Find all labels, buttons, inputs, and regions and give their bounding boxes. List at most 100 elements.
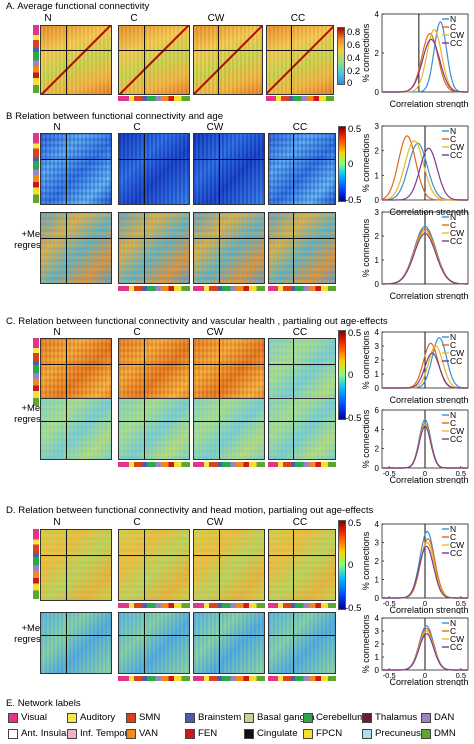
- y-tick-label: 2: [375, 147, 380, 156]
- legend-swatch: [303, 713, 313, 723]
- mean-regression-label: +Mean regression: [6, 622, 66, 644]
- colorbar-a-tick: 0.2: [347, 66, 361, 77]
- col-label-cw: CW: [206, 122, 224, 133]
- mean-regression-label: +Mean regression: [6, 402, 66, 424]
- x-tick-label: -0.5: [383, 469, 396, 478]
- y-tick-label: 4: [375, 614, 380, 623]
- legend-label: FEN: [198, 728, 218, 739]
- col-label-n: N: [53, 517, 61, 528]
- legend-swatch: [126, 713, 136, 723]
- legend-label-cw: CW: [450, 634, 464, 644]
- colorbar-a-tick: 0: [347, 78, 353, 89]
- legend-label-n: N: [450, 14, 456, 24]
- matrix-a-cw: [193, 25, 263, 95]
- legend-swatch: [8, 713, 18, 723]
- matrix-d2-c: [118, 612, 190, 674]
- y-tick-label: 4: [375, 425, 380, 434]
- y-axis-label: % connections: [362, 218, 371, 277]
- legend-label-c: C: [450, 134, 456, 144]
- legend-swatch: [421, 713, 431, 723]
- x-axis-label: Correlation strength: [389, 291, 468, 300]
- network-colorbar-horizontal: [118, 603, 190, 608]
- legend-label: Auditory: [80, 712, 116, 723]
- y-tick-label: 2: [375, 640, 380, 649]
- y-tick-label: 3: [375, 208, 380, 217]
- colorbar-b-tick: 0.5: [348, 124, 362, 135]
- matrix-b-n: [40, 133, 112, 205]
- col-label-c: C: [133, 122, 141, 133]
- legend-label-cc: CC: [450, 434, 462, 444]
- legend-label: Thalamus: [375, 712, 418, 723]
- matrix-c2-cw: [193, 398, 265, 460]
- matrix-d-c: [118, 529, 190, 601]
- legend-swatch: [185, 729, 195, 739]
- legend-swatch: [244, 729, 254, 739]
- y-tick-label: 1: [375, 171, 380, 180]
- network-colorbar-horizontal: [266, 96, 334, 101]
- legend-label-c: C: [450, 220, 456, 230]
- legend-label-cc: CC: [450, 236, 462, 246]
- network-colorbar-vertical: [33, 133, 39, 203]
- legend-label-cw: CW: [450, 30, 464, 40]
- colorbar-d-tick: 0.5: [348, 518, 362, 529]
- matrix-b2-n: [40, 212, 112, 284]
- colorbar-a-tick: 0.6: [347, 40, 361, 51]
- network-colorbar-horizontal: [193, 462, 265, 467]
- colorbar-a-tick: 0.4: [347, 53, 361, 64]
- legend-swatch: [303, 729, 313, 739]
- x-axis-label: Correlation strength: [389, 475, 468, 484]
- legend-swatch: [126, 729, 136, 739]
- y-tick-label: 1: [375, 256, 380, 265]
- colorbar-c-tick: -0.5: [345, 413, 362, 424]
- y-axis-label: % connections: [362, 23, 371, 82]
- y-tick-label: 4: [375, 328, 380, 337]
- col-label-cc: CC: [290, 13, 306, 24]
- y-tick-label: 2: [375, 557, 380, 566]
- x-axis-label: Correlation strength: [389, 207, 468, 216]
- matrix-d-cw: [193, 529, 265, 601]
- matrix-c-n: [40, 338, 112, 410]
- legend-label-c: C: [450, 532, 456, 542]
- col-label-cw: CW: [206, 327, 224, 338]
- col-label-n: N: [44, 13, 52, 24]
- row-label-line2: regression: [14, 633, 58, 644]
- network-colorbar-vertical: [33, 529, 39, 599]
- row-label-line1: +Mean: [21, 622, 51, 633]
- col-label-n: N: [53, 327, 61, 338]
- x-tick-label: 0: [423, 469, 427, 478]
- matrix-b2-c: [118, 212, 190, 284]
- matrix-b-c: [118, 133, 190, 205]
- legend-label-cw: CW: [450, 142, 464, 152]
- legend-label: VAN: [139, 728, 159, 739]
- colorbar-b-tick: 0: [348, 159, 354, 170]
- matrix-d2-cw: [193, 612, 265, 674]
- legend-label: Basal ganglia: [257, 712, 315, 723]
- section-e-title: E. Network labels: [6, 698, 81, 709]
- density-curve-cc: [382, 632, 468, 671]
- mean-regression-label: +Mean regression: [6, 228, 66, 250]
- matrix-b-cc: [268, 133, 336, 205]
- matrix-b-cw: [193, 133, 265, 205]
- legend-label-n: N: [450, 126, 456, 136]
- col-label-cc: CC: [292, 122, 308, 133]
- legend-label-cc: CC: [450, 38, 462, 48]
- legend-swatch: [421, 729, 431, 739]
- x-axis-label: Correlation strength: [389, 395, 468, 404]
- legend-swatch: [362, 713, 372, 723]
- y-tick-label: 2: [375, 232, 380, 241]
- colorbar-d: [338, 520, 346, 610]
- matrix-c-cw: [193, 338, 265, 410]
- legend-label-n: N: [450, 212, 456, 222]
- y-tick-label: 2: [375, 49, 380, 58]
- matrix-a-c: [118, 25, 190, 95]
- legend-label: Cerebellum: [316, 712, 366, 723]
- colorbar-c-tick: 0.5: [348, 328, 362, 339]
- legend-label: Ant. Insula: [21, 728, 67, 739]
- legend-label-cw: CW: [450, 540, 464, 550]
- row-label-line2: regression: [14, 413, 58, 424]
- legend-label-cc: CC: [450, 150, 462, 160]
- legend-label-c: C: [450, 340, 456, 350]
